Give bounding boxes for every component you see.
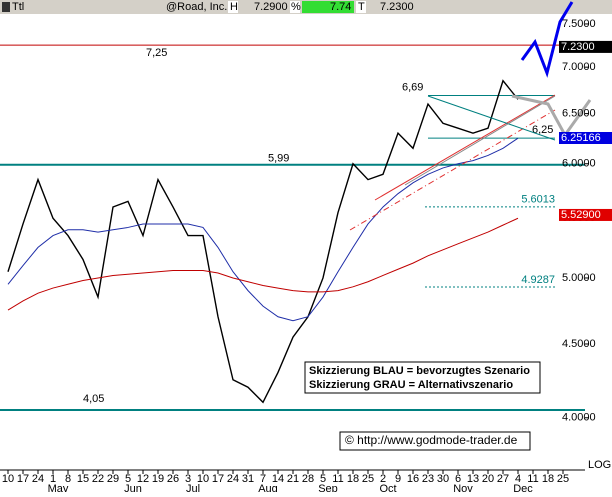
series-line	[7, 79, 519, 404]
x-tick-label: 12	[137, 473, 149, 485]
y-tick-label: 7.5000	[562, 18, 596, 30]
label: T	[358, 1, 365, 13]
x-tick-label: 27	[497, 473, 509, 485]
series-line	[7, 137, 519, 322]
grey-scenario	[511, 94, 592, 138]
x-tick-label: 21	[287, 473, 299, 485]
x-tick-label: 7	[260, 473, 266, 485]
icon	[2, 2, 10, 12]
x-tick-label: 11	[527, 473, 538, 485]
x-tick-label: 11	[332, 473, 343, 485]
x-tick-label: 22	[92, 473, 104, 485]
high: 7.2900	[254, 1, 288, 13]
copyright: © http://www.godmode-trader.de	[345, 433, 518, 447]
x-tick-label: 25	[362, 473, 374, 485]
x-tick-label: 17	[212, 473, 224, 485]
x-tick-label: 8	[65, 473, 71, 485]
trend-line	[349, 109, 556, 231]
price-tag-label: 5.52900	[561, 209, 601, 221]
x-tick-label: 5	[320, 473, 326, 485]
x-tick-label: 10	[197, 473, 209, 485]
box	[290, 1, 300, 13]
box	[356, 1, 366, 13]
x-tick-label: 9	[395, 473, 401, 485]
trend-line	[427, 95, 556, 141]
level-label: 7,25	[146, 47, 167, 59]
blue-scenario	[520, 1, 574, 78]
x-tick-label: 30	[437, 473, 449, 485]
box-label: 6,25	[532, 124, 553, 136]
x-tick-label: 29	[107, 473, 119, 485]
name: @Road, Inc.	[166, 1, 227, 13]
x-tick-label: 18	[542, 473, 554, 485]
y-tick-label: 6.0000	[562, 158, 596, 170]
note: Skizzierung GRAU = Alternativszenario	[309, 379, 513, 391]
x-tick-label: 28	[302, 473, 314, 485]
price-tag-label: 6.25166	[561, 132, 601, 144]
y-tick-label: 7.0000	[562, 61, 596, 73]
symbol: Ttl	[12, 1, 24, 13]
trend-line	[374, 94, 556, 201]
scale-label: LOG	[588, 459, 611, 471]
series-line	[7, 217, 519, 311]
box	[228, 1, 238, 13]
x-tick-label: 13	[467, 473, 479, 485]
dotted-label: 5.6013	[521, 194, 555, 206]
y-tick-label: 4.0000	[562, 412, 596, 424]
level-label: 4,05	[83, 393, 104, 405]
pct: 7.74	[330, 1, 351, 13]
x-tick-label: 26	[167, 473, 179, 485]
x-tick-label: 24	[227, 473, 239, 485]
x-tick-label: 14	[272, 473, 284, 485]
y-tick-label: 4.5000	[562, 338, 596, 350]
label: H	[230, 1, 238, 13]
x-tick-label: 5	[125, 473, 131, 485]
price-tag-label: 7.2300	[561, 41, 595, 53]
copyright-box	[339, 431, 531, 451]
x-tick-label: 25	[557, 473, 569, 485]
note: Skizzierung BLAU = bevorzugtes Szenario	[309, 365, 530, 377]
y-tick-label: 5.0000	[562, 272, 596, 284]
last: 7.2300	[380, 1, 414, 13]
x-tick-label: 1	[50, 473, 56, 485]
x-tick-label: 3	[185, 473, 191, 485]
x-tick-label: 16	[407, 473, 419, 485]
x-tick-label: 19	[152, 473, 164, 485]
x-tick-label: 2	[380, 473, 386, 485]
x-tick-label: 20	[482, 473, 494, 485]
x-tick-label: 10	[2, 473, 14, 485]
price-tag	[559, 132, 612, 145]
x-tick-label: 24	[32, 473, 44, 485]
trend-line	[404, 95, 556, 186]
x-tick-label: 17	[17, 473, 29, 485]
price-tag	[559, 208, 612, 221]
x-tick-label: 18	[347, 473, 359, 485]
note-box	[304, 361, 541, 394]
x-tick-label: 31	[242, 473, 254, 485]
x-tick-label: 6	[455, 473, 461, 485]
sketch	[349, 1, 592, 231]
price-tag	[559, 40, 612, 53]
x-tick-label: 15	[77, 473, 89, 485]
label: %	[291, 1, 301, 13]
y-tick-label: 6.5000	[562, 108, 596, 120]
level-label: 5,99	[268, 153, 289, 165]
dotted-label: 4.9287	[521, 274, 555, 286]
pct-box	[302, 1, 354, 13]
x-tick-label: 4	[515, 473, 521, 485]
box-label: 6,69	[402, 81, 423, 93]
x-tick-label: 23	[422, 473, 434, 485]
